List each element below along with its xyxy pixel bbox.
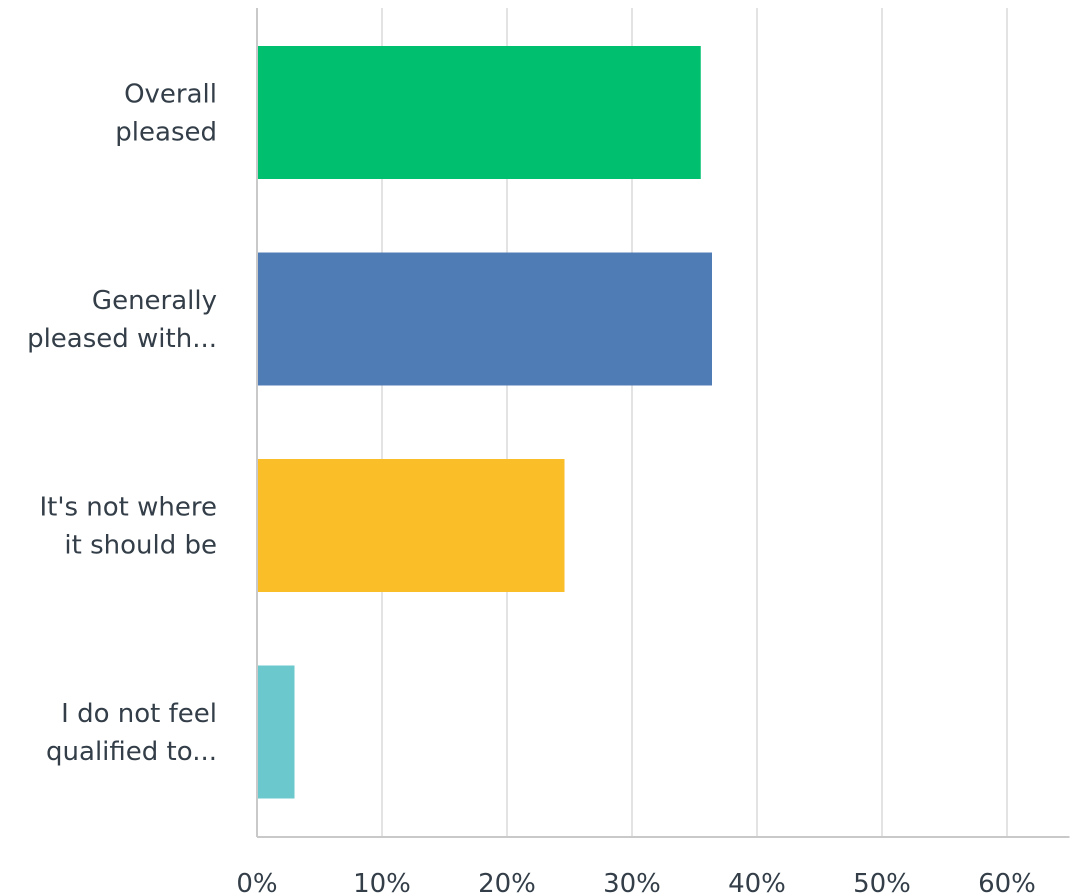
bars	[258, 46, 712, 799]
bar-4[interactable]	[258, 665, 295, 799]
category-label-4: I do not feel qualified to...	[46, 699, 217, 767]
category-label-1: Overall pleased	[115, 80, 217, 148]
category-label-line: Overall	[124, 80, 217, 110]
x-tick-labels: 0% 10% 20% 30% 40% 50% 60%	[236, 869, 1036, 893]
x-tick-label: 20%	[478, 869, 536, 893]
category-label-line: it should be	[64, 531, 217, 561]
x-tick-label: 30%	[603, 869, 661, 893]
category-label-line: Generally	[92, 286, 217, 316]
category-label-line: I do not feel	[61, 699, 217, 729]
x-tick-label: 40%	[728, 869, 786, 893]
category-label-line: pleased	[115, 118, 217, 148]
category-label-line: It's not where	[39, 493, 217, 523]
x-tick-label: 50%	[853, 869, 911, 893]
x-tick-label: 10%	[353, 869, 411, 893]
category-label-line: pleased with...	[27, 324, 217, 354]
category-label-line: qualified to...	[46, 737, 217, 767]
bar-3[interactable]	[258, 459, 565, 592]
axes	[256, 8, 1070, 838]
bar-2[interactable]	[258, 252, 712, 386]
bar-1[interactable]	[258, 46, 701, 179]
x-tick-label: 0%	[236, 869, 277, 893]
category-label-3: It's not where it should be	[39, 493, 217, 561]
x-tick-label: 60%	[978, 869, 1036, 893]
category-labels: Overall pleased Generally pleased with... It…	[27, 80, 217, 768]
category-label-2: Generally pleased with...	[27, 286, 217, 354]
